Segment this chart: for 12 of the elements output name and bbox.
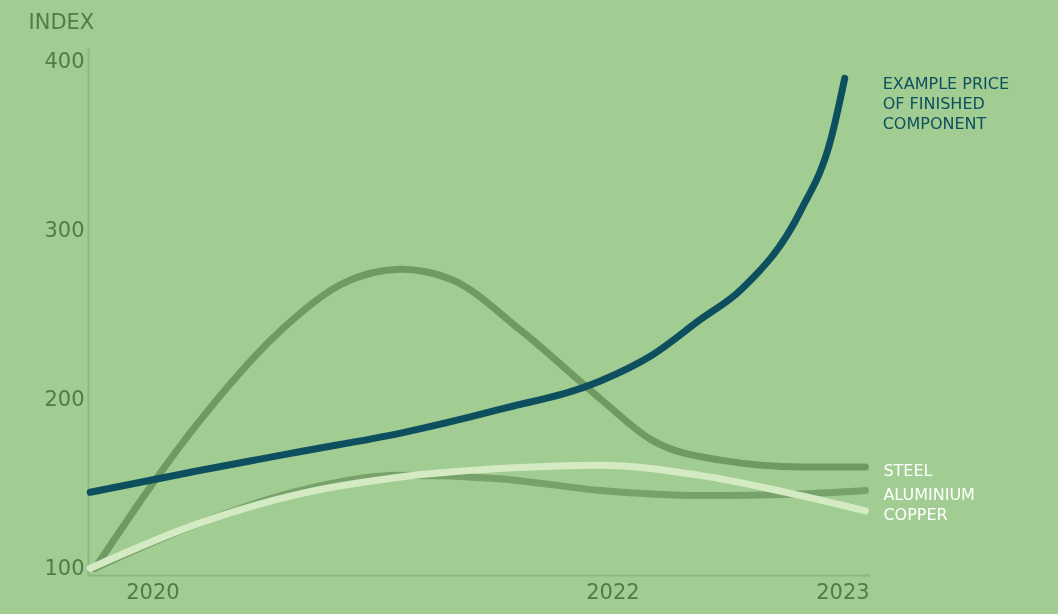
x-tick-label: 2022 <box>586 579 640 604</box>
series-label: COPPER <box>883 504 948 524</box>
x-tick-label: 2020 <box>126 579 180 604</box>
y-tick-label: 100 <box>44 555 85 580</box>
series-label: STEEL <box>883 460 933 480</box>
y-tick-label: 400 <box>44 49 85 74</box>
series-label: ALUMINIUM <box>883 484 975 504</box>
y-tick-label: 300 <box>44 217 85 242</box>
y-tick-label: 200 <box>44 386 85 411</box>
text: EXAMPLE PRICE OF FINISHED COMPONENT <box>882 74 1010 134</box>
x-tick-label: 2023 <box>816 579 870 604</box>
y-axis-title: INDEX <box>28 9 95 34</box>
